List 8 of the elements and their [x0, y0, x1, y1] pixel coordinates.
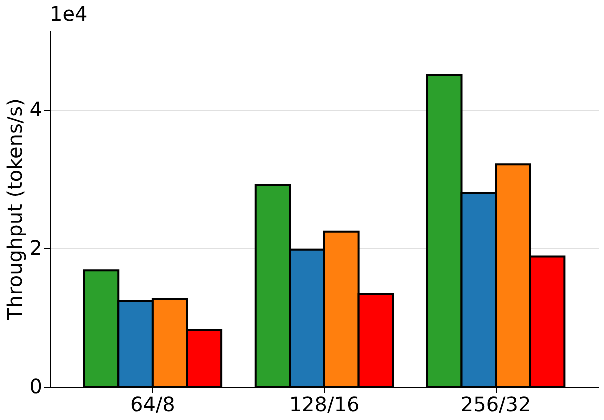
x-tick-label: 256/32	[460, 392, 532, 416]
x-tick-label: 128/16	[289, 392, 360, 416]
text: 1e4	[50, 2, 88, 26]
y-tick-label: 2	[30, 236, 42, 260]
x-tick-label: 64/8	[130, 392, 176, 416]
y-tick-label: 0	[30, 374, 42, 398]
y-tick-label: 4	[30, 97, 42, 122]
y-axis-title: Throughput (tokens/s)	[2, 98, 27, 322]
